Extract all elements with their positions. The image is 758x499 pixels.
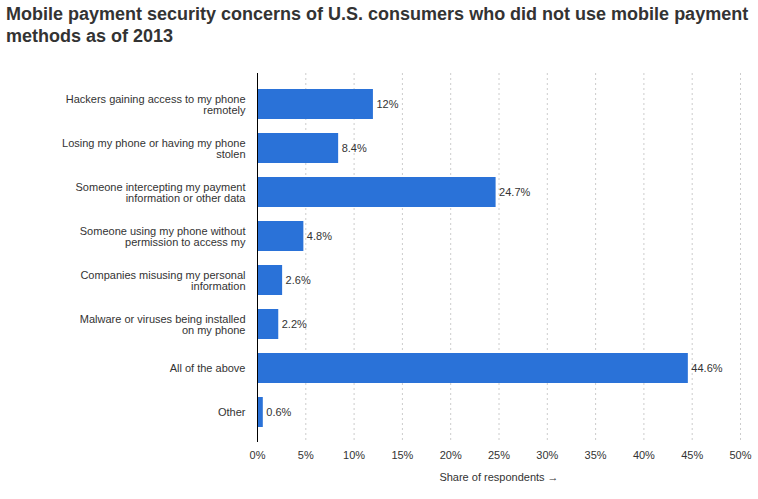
- svg-text:20%: 20%: [440, 449, 462, 461]
- svg-text:0.6%: 0.6%: [266, 406, 291, 418]
- svg-text:45%: 45%: [681, 449, 703, 461]
- svg-text:Someone intercepting my paymen: Someone intercepting my paymentinformati…: [76, 181, 247, 204]
- svg-text:25%: 25%: [488, 449, 510, 461]
- svg-text:2.2%: 2.2%: [282, 318, 307, 330]
- html-text:Mobile payment security concer: Mobile payment security concerns of U.S.…: [6, 4, 749, 46]
- svg-text:Other: Other: [218, 406, 246, 418]
- svg-text:Companies misusing my personal: Companies misusing my personalinformatio…: [80, 269, 245, 292]
- svg-text:35%: 35%: [585, 449, 607, 461]
- svg-text:4.8%: 4.8%: [307, 230, 332, 242]
- svg-text:Losing my phone or having my p: Losing my phone or having my phonestolen: [62, 137, 245, 160]
- svg-text:Hackers gaining access to my p: Hackers gaining access to my phoneremote…: [66, 93, 246, 116]
- svg-text:24.7%: 24.7%: [499, 186, 530, 198]
- svg-text:15%: 15%: [391, 449, 413, 461]
- svg-text:50%: 50%: [729, 449, 751, 461]
- svg-text:8.4%: 8.4%: [342, 142, 367, 154]
- svg-text:5%: 5%: [298, 449, 314, 461]
- svg-text:10%: 10%: [343, 449, 365, 461]
- svg-text:0%: 0%: [250, 449, 266, 461]
- svg-text:2.6%: 2.6%: [286, 274, 311, 286]
- svg-text:All of the above: All of the above: [170, 362, 246, 374]
- svg-text:12%: 12%: [376, 98, 398, 110]
- svg-text:Share of respondents →: Share of respondents →: [439, 471, 558, 483]
- svg-text:40%: 40%: [633, 449, 655, 461]
- svg-text:30%: 30%: [536, 449, 558, 461]
- svg-text:Malware or viruses being insta: Malware or viruses being installedon my …: [80, 313, 246, 336]
- svg-text:Someone using my phone without: Someone using my phone withoutpermission…: [80, 225, 246, 248]
- svg-text:44.6%: 44.6%: [691, 362, 722, 374]
